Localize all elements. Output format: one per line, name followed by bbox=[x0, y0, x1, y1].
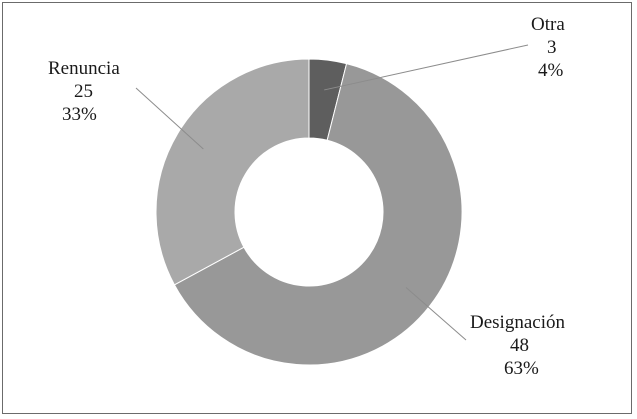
label-otra-percent: 4% bbox=[538, 60, 564, 81]
label-renuncia-value: 25 bbox=[74, 81, 93, 102]
slice-designacin bbox=[173, 63, 463, 366]
label-designacion-value: 48 bbox=[510, 335, 529, 356]
leader-line-renuncia bbox=[135, 87, 204, 150]
slice-renuncia bbox=[155, 58, 310, 286]
label-otra-name: Otra bbox=[531, 14, 565, 35]
leader-line-otra bbox=[324, 44, 529, 91]
leader-line-designacin bbox=[405, 287, 467, 341]
label-renuncia-name: Renuncia bbox=[48, 58, 120, 79]
label-renuncia-percent: 33% bbox=[62, 104, 97, 125]
label-otra-value: 3 bbox=[547, 37, 557, 58]
label-designacion-name: Designación bbox=[470, 312, 565, 333]
label-designacion-percent: 63% bbox=[504, 358, 539, 379]
